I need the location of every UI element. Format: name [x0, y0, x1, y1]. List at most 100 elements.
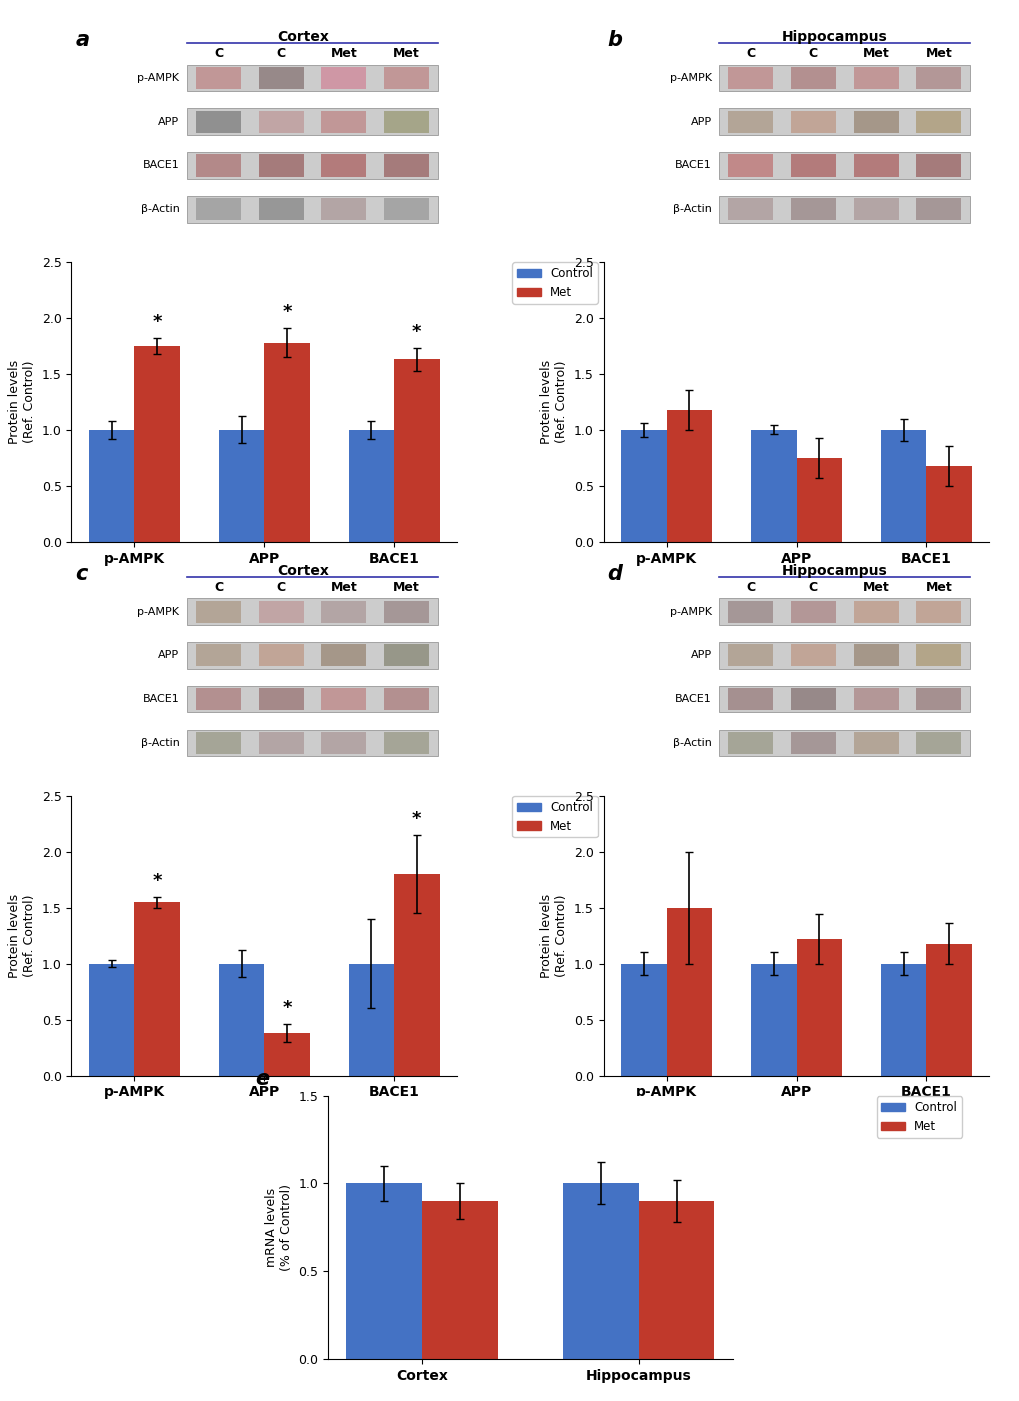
Text: e: e: [255, 1069, 269, 1090]
Bar: [135, 346, 179, 542]
Text: *: *: [152, 871, 162, 890]
Text: C: C: [746, 48, 754, 60]
Text: Met: Met: [862, 48, 889, 60]
Bar: [258, 67, 304, 88]
Text: β-Actin: β-Actin: [141, 205, 179, 214]
Bar: [915, 644, 960, 667]
Bar: [321, 644, 366, 667]
Text: b: b: [607, 31, 622, 50]
Bar: [321, 733, 366, 754]
Bar: [383, 154, 429, 177]
Y-axis label: Protein levels
(Ref. Control): Protein levels (Ref. Control): [8, 894, 36, 978]
Bar: [196, 733, 240, 754]
Bar: [264, 343, 310, 542]
Bar: [790, 199, 836, 220]
Bar: [321, 67, 366, 88]
Bar: [258, 199, 304, 220]
Bar: [728, 644, 772, 667]
Y-axis label: Protein levels
(Ref. Control): Protein levels (Ref. Control): [540, 360, 568, 444]
Text: C: C: [214, 48, 223, 60]
Bar: [196, 111, 240, 133]
Text: BACE1: BACE1: [143, 695, 179, 705]
Bar: [728, 733, 772, 754]
Bar: [258, 733, 304, 754]
Bar: [186, 730, 437, 757]
Bar: [915, 733, 960, 754]
Text: Hippocampus: Hippocampus: [782, 31, 888, 45]
Bar: [880, 430, 925, 542]
Bar: [621, 430, 666, 542]
Bar: [853, 733, 898, 754]
Bar: [853, 688, 898, 710]
Text: β-Actin: β-Actin: [673, 738, 711, 748]
Bar: [790, 601, 836, 622]
Bar: [383, 644, 429, 667]
Bar: [880, 964, 925, 1076]
Text: Cortex: Cortex: [276, 31, 328, 45]
Bar: [258, 154, 304, 177]
Bar: [853, 154, 898, 177]
Bar: [853, 111, 898, 133]
Bar: [915, 154, 960, 177]
Bar: [853, 644, 898, 667]
Text: p-AMPK: p-AMPK: [669, 73, 711, 83]
Bar: [666, 409, 711, 542]
Bar: [718, 108, 969, 134]
Bar: [718, 196, 969, 223]
Text: *: *: [412, 324, 421, 342]
Bar: [196, 67, 240, 88]
Bar: [186, 153, 437, 179]
Text: β-Actin: β-Actin: [673, 205, 711, 214]
Text: C: C: [276, 581, 285, 594]
Bar: [258, 644, 304, 667]
Text: APP: APP: [690, 116, 711, 126]
Text: Met: Met: [330, 48, 357, 60]
Text: β-Actin: β-Actin: [141, 738, 179, 748]
Bar: [186, 598, 437, 625]
Bar: [750, 430, 796, 542]
Text: Met: Met: [330, 581, 357, 594]
Bar: [321, 199, 366, 220]
Bar: [219, 964, 264, 1076]
Bar: [853, 67, 898, 88]
Y-axis label: Protein levels
(Ref. Control): Protein levels (Ref. Control): [8, 360, 36, 444]
Y-axis label: Protein levels
(Ref. Control): Protein levels (Ref. Control): [540, 894, 568, 978]
Bar: [383, 67, 429, 88]
Bar: [196, 199, 240, 220]
Text: *: *: [412, 810, 421, 828]
Bar: [718, 64, 969, 91]
Text: d: d: [607, 565, 622, 584]
Bar: [321, 601, 366, 622]
Bar: [728, 199, 772, 220]
Text: *: *: [282, 999, 291, 1017]
Bar: [258, 601, 304, 622]
Bar: [258, 688, 304, 710]
Bar: [196, 601, 240, 622]
Text: C: C: [276, 48, 285, 60]
Text: *: *: [152, 314, 162, 332]
Bar: [718, 642, 969, 668]
Bar: [321, 111, 366, 133]
Legend: Control, Met: Control, Met: [875, 1096, 961, 1138]
Bar: [853, 601, 898, 622]
Bar: [728, 154, 772, 177]
Y-axis label: mRNA levels
(% of Control): mRNA levels (% of Control): [264, 1184, 292, 1271]
Bar: [321, 154, 366, 177]
Bar: [718, 598, 969, 625]
Bar: [393, 874, 439, 1076]
Bar: [196, 154, 240, 177]
Bar: [321, 688, 366, 710]
Text: APP: APP: [690, 650, 711, 660]
Bar: [383, 601, 429, 622]
Text: Met: Met: [392, 581, 420, 594]
Bar: [915, 688, 960, 710]
Text: Met: Met: [392, 48, 420, 60]
Bar: [915, 601, 960, 622]
Bar: [915, 111, 960, 133]
Bar: [925, 465, 971, 542]
Bar: [853, 199, 898, 220]
Bar: [796, 939, 841, 1076]
Text: p-AMPK: p-AMPK: [669, 607, 711, 616]
Text: Met: Met: [924, 581, 951, 594]
Legend: Control, Met: Control, Met: [512, 262, 597, 304]
